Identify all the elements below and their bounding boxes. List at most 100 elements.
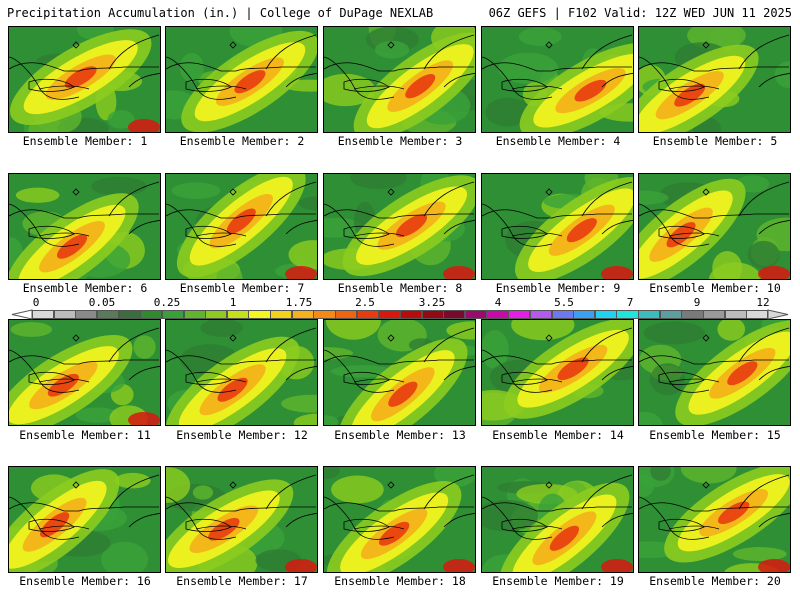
ensemble-member-label: Ensemble Member: 8 bbox=[337, 281, 463, 295]
colorbar-swatch bbox=[616, 310, 639, 319]
precip-field bbox=[639, 320, 790, 425]
colorbar-swatch bbox=[140, 310, 163, 319]
run-valid-time: 06Z GEFS | F102 Valid: 12Z WED JUN 11 20… bbox=[488, 6, 792, 20]
colorbar-tick-label: 0.25 bbox=[153, 296, 181, 309]
ensemble-member-label: Ensemble Member: 12 bbox=[176, 428, 308, 442]
colorbar-swatch bbox=[161, 310, 185, 319]
ensemble-map-panel bbox=[8, 466, 161, 573]
colorbar-swatch bbox=[356, 310, 379, 319]
precip-field bbox=[482, 467, 633, 572]
precip-field bbox=[482, 320, 633, 425]
precip-field bbox=[9, 467, 160, 572]
colorbar-swatch bbox=[443, 310, 466, 319]
colorbar-swatch bbox=[594, 310, 617, 319]
colorbar-swatch bbox=[183, 310, 206, 319]
precip-field bbox=[639, 27, 790, 132]
precip-field bbox=[166, 27, 317, 132]
precip-field bbox=[9, 174, 160, 279]
colorbar-swatch bbox=[248, 310, 271, 319]
colorbar-swatch bbox=[226, 310, 249, 319]
product-title: Precipitation Accumulation (in.) | Colle… bbox=[7, 6, 434, 20]
ensemble-member-label: Ensemble Member: 9 bbox=[495, 281, 621, 295]
precip-field bbox=[166, 174, 317, 279]
ensemble-member-label: Ensemble Member: 16 bbox=[19, 574, 151, 588]
ensemble-map-panel bbox=[165, 173, 318, 280]
colorbar-swatch bbox=[486, 310, 509, 319]
colorbar-left-arrow bbox=[11, 309, 33, 320]
ensemble-map-panel bbox=[165, 26, 318, 133]
ensemble-member-label: Ensemble Member: 17 bbox=[176, 574, 308, 588]
ensemble-map-panel bbox=[638, 26, 791, 133]
ensemble-map-panel bbox=[8, 173, 161, 280]
precip-field bbox=[324, 27, 475, 132]
colorbar-swatch bbox=[464, 310, 488, 319]
ensemble-member-label: Ensemble Member: 18 bbox=[334, 574, 466, 588]
ensemble-member-label: Ensemble Member: 1 bbox=[22, 134, 148, 148]
ensemble-member-label: Ensemble Member: 20 bbox=[649, 574, 781, 588]
precip-field bbox=[482, 27, 633, 132]
ensemble-member-label: Ensemble Member: 4 bbox=[495, 134, 621, 148]
precip-field bbox=[9, 320, 160, 425]
ensemble-map-panel bbox=[638, 319, 791, 426]
colorbar-swatch bbox=[96, 310, 120, 319]
precip-field bbox=[166, 467, 317, 572]
colorbar-tick-label: 1 bbox=[229, 296, 237, 309]
ensemble-member-label: Ensemble Member: 14 bbox=[492, 428, 624, 442]
colorbar-swatch bbox=[529, 310, 553, 319]
colorbar-tick-label: 5.5 bbox=[554, 296, 574, 309]
ensemble-map-panel bbox=[165, 466, 318, 573]
colorbar-swatch bbox=[270, 310, 293, 319]
colorbar-tick-label: 9 bbox=[693, 296, 701, 309]
ensemble-map-panel bbox=[481, 173, 634, 280]
colorbar-swatch bbox=[53, 310, 76, 319]
colorbar-swatch bbox=[313, 310, 336, 319]
ensemble-map-panel bbox=[323, 173, 476, 280]
precip-field bbox=[324, 174, 475, 279]
ensemble-map-panel bbox=[481, 466, 634, 573]
colorbar-tick-label: 0 bbox=[32, 296, 40, 309]
ensemble-map-panel bbox=[323, 466, 476, 573]
colorbar-swatch bbox=[681, 310, 704, 319]
ensemble-member-label: Ensemble Member: 6 bbox=[22, 281, 148, 295]
colorbar-tick-label: 12 bbox=[756, 296, 770, 309]
colorbar-swatch bbox=[335, 310, 358, 319]
precip-field bbox=[166, 320, 317, 425]
ensemble-map-panel bbox=[638, 466, 791, 573]
colorbar-swatch bbox=[746, 310, 769, 319]
colorbar-swatch bbox=[638, 310, 661, 319]
ensemble-member-label: Ensemble Member: 7 bbox=[179, 281, 305, 295]
ensemble-member-label: Ensemble Member: 3 bbox=[337, 134, 463, 148]
colorbar-swatch bbox=[508, 310, 531, 319]
ensemble-member-label: Ensemble Member: 2 bbox=[179, 134, 305, 148]
ensemble-member-label: Ensemble Member: 11 bbox=[19, 428, 151, 442]
colorbar-tick-label: 4 bbox=[494, 296, 502, 309]
colorbar-tick-label: 3.25 bbox=[418, 296, 446, 309]
colorbar-swatch bbox=[724, 310, 747, 319]
ensemble-map-panel bbox=[8, 319, 161, 426]
precip-field bbox=[639, 467, 790, 572]
colorbar-swatch bbox=[400, 310, 423, 319]
ensemble-map-panel bbox=[165, 319, 318, 426]
ensemble-map-panel bbox=[323, 319, 476, 426]
colorbar-swatch bbox=[205, 310, 228, 319]
colorbar-right-arrow bbox=[767, 309, 789, 320]
colorbar-tick-label: 0.05 bbox=[88, 296, 116, 309]
colorbar-swatch bbox=[551, 310, 574, 319]
ensemble-member-label: Ensemble Member: 13 bbox=[334, 428, 466, 442]
colorbar-swatch bbox=[703, 310, 726, 319]
colorbar-tick-label: 1.75 bbox=[285, 296, 313, 309]
colorbar-swatch bbox=[659, 310, 682, 319]
ensemble-map-panel bbox=[8, 26, 161, 133]
ensemble-member-label: Ensemble Member: 5 bbox=[652, 134, 778, 148]
precipitation-colorbar: 0 0.05 0.25 1 1.75 2.5 3.25 4 5.5 7 9 12 bbox=[0, 296, 800, 322]
ensemble-member-label: Ensemble Member: 15 bbox=[649, 428, 781, 442]
colorbar-swatch bbox=[75, 310, 98, 319]
colorbar-swatch bbox=[378, 310, 401, 319]
precip-field bbox=[324, 467, 475, 572]
ensemble-map-panel bbox=[481, 26, 634, 133]
header: Precipitation Accumulation (in.) | Colle… bbox=[0, 0, 800, 24]
colorbar-tick-label: 7 bbox=[626, 296, 634, 309]
colorbar-swatch bbox=[32, 310, 55, 319]
colorbar-swatch bbox=[573, 310, 596, 319]
precip-field bbox=[482, 174, 633, 279]
